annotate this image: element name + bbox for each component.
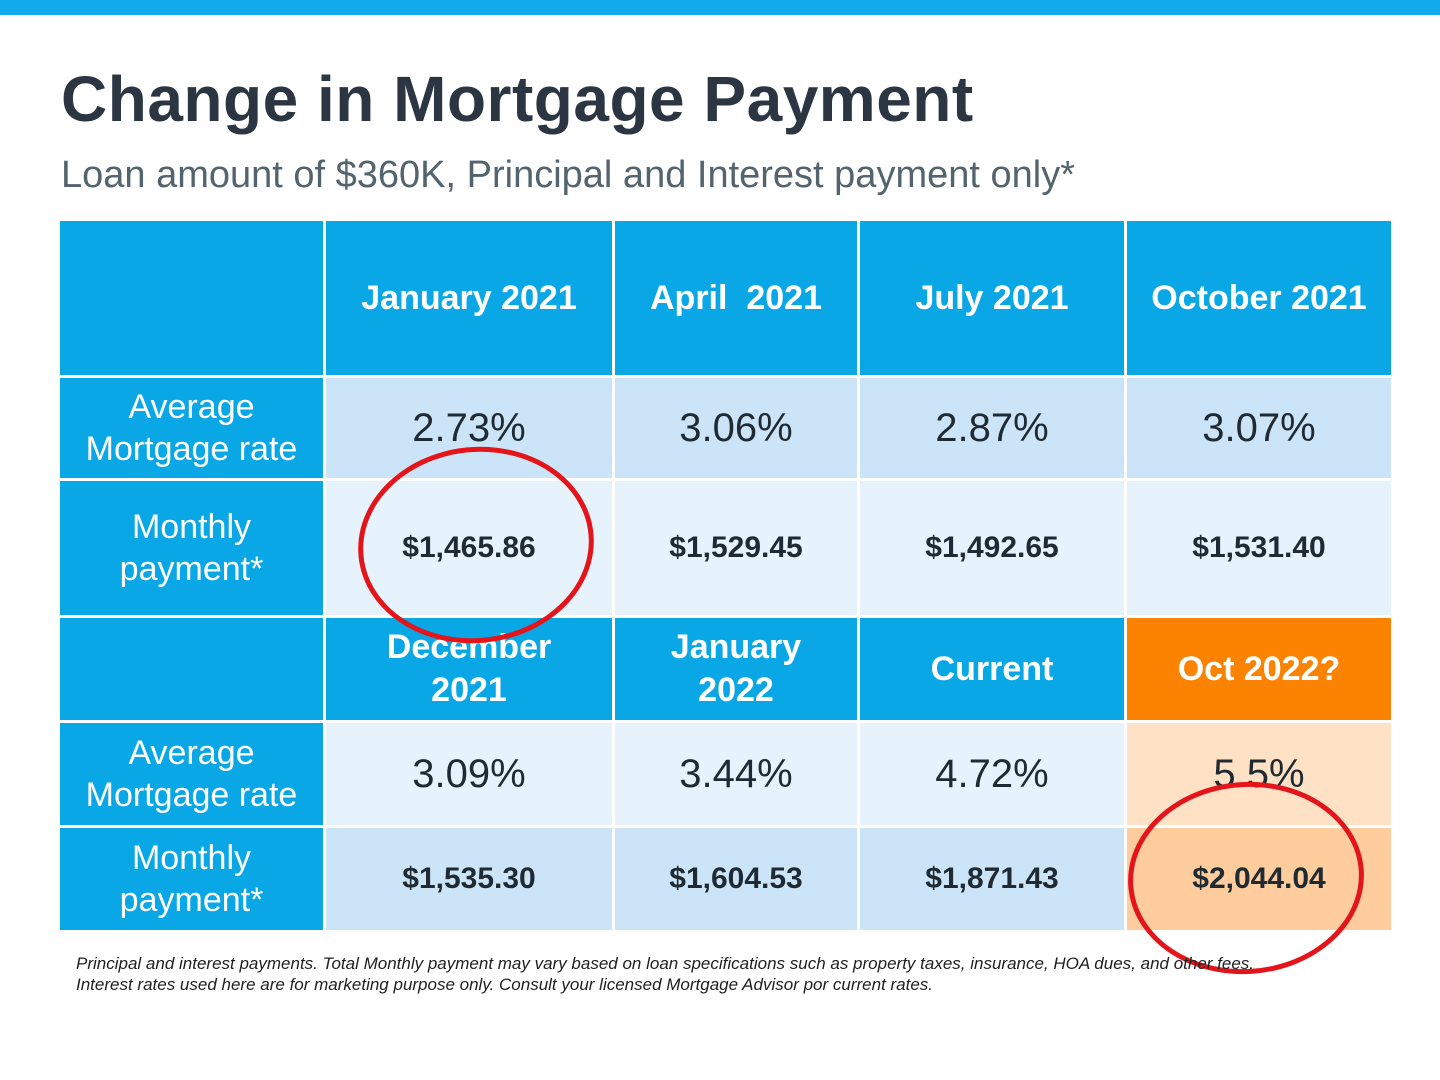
rate-cell: 3.44% — [615, 723, 857, 825]
column-header: October 2021 — [1127, 221, 1391, 375]
row-label-rate: Average Mortgage rate — [60, 723, 323, 825]
payment-cell: $1,871.43 — [860, 828, 1124, 930]
column-header-highlight: Oct 2022? — [1127, 618, 1391, 720]
footnote: Principal and interest payments. Total M… — [76, 953, 1376, 995]
rate-cell: 3.06% — [615, 378, 857, 478]
rate-cell-highlight: 5.5% — [1127, 723, 1391, 825]
header-corner-cell — [60, 221, 323, 375]
payment-cell: $1,535.30 — [326, 828, 612, 930]
payment-cell: $1,465.86 — [326, 481, 612, 615]
page-title: Change in Mortgage Payment — [61, 63, 974, 135]
top-accent-bar — [0, 0, 1440, 15]
payment-cell-highlight: $2,044.04 — [1127, 828, 1391, 930]
payment-cell: $1,529.45 — [615, 481, 857, 615]
row-label-payment: Monthly payment* — [60, 481, 323, 615]
page-subtitle: Loan amount of $360K, Principal and Inte… — [61, 154, 1075, 196]
footnote-line-1-text: Total Monthly payment may vary based on … — [317, 954, 1255, 973]
payment-cell: $1,604.53 — [615, 828, 857, 930]
header-corner-cell — [60, 618, 323, 720]
column-header: July 2021 — [860, 221, 1124, 375]
footnote-lead: Principal and interest payments. — [76, 954, 318, 973]
column-header: January 2021 — [326, 221, 612, 375]
column-header: April 2021 — [615, 221, 857, 375]
rate-cell: 3.07% — [1127, 378, 1391, 478]
column-header: Current — [860, 618, 1124, 720]
mortgage-table: January 2021 April 2021 July 2021 Octobe… — [60, 221, 1391, 930]
rate-cell: 3.09% — [326, 723, 612, 825]
column-header: December 2021 — [326, 618, 612, 720]
footnote-line-2: Interest rates used here are for marketi… — [76, 975, 934, 994]
rate-cell: 4.72% — [860, 723, 1124, 825]
payment-cell: $1,492.65 — [860, 481, 1124, 615]
footnote-line-1: Principal and interest payments. Total M… — [76, 953, 1376, 974]
rate-cell: 2.87% — [860, 378, 1124, 478]
row-label-rate: Average Mortgage rate — [60, 378, 323, 478]
rate-cell: 2.73% — [326, 378, 612, 478]
column-header: January 2022 — [615, 618, 857, 720]
row-label-payment: Monthly payment* — [60, 828, 323, 930]
payment-cell: $1,531.40 — [1127, 481, 1391, 615]
